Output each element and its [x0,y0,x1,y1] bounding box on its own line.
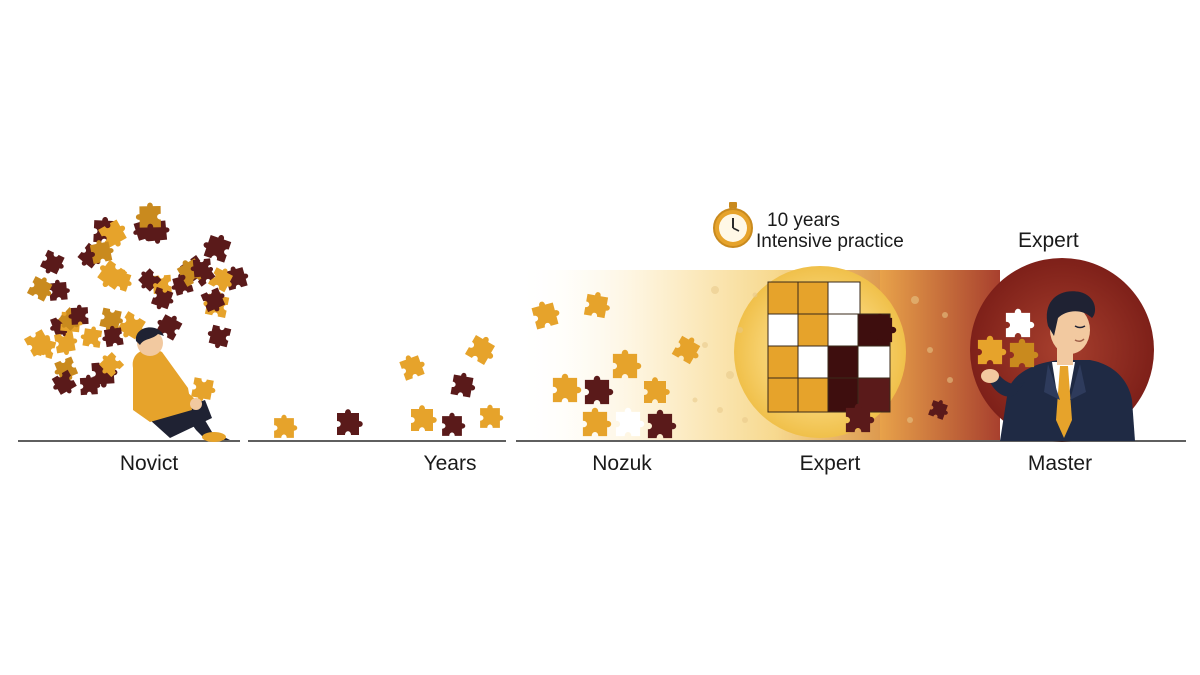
puzzle-piece [767,281,801,317]
master-person [981,291,1135,441]
puzzle-piece [337,409,363,435]
sparkle-dots [692,286,953,423]
puzzle-piece [797,377,831,413]
puzzle-piece [615,407,645,437]
master-title-label: Expert [1018,229,1079,252]
puzzle-piece [38,249,68,279]
puzzle-piece [442,412,466,436]
puzzle-piece [857,345,891,381]
puzzle-piece [845,403,875,433]
puzzle-piece [464,331,501,367]
puzzle-piece [54,331,80,357]
puzzle-piece [411,405,437,431]
puzzle-piece [827,345,861,381]
puzzle-piece [827,377,861,413]
puzzle-piece [797,345,831,381]
puzzle-piece [827,313,861,349]
years-pieces [274,331,504,438]
stage-label-novice: Novict [119,452,179,475]
puzzle-piece [797,313,831,349]
puzzle-piece [867,313,897,343]
puzzle-piece [827,281,861,317]
puzzle-piece [200,230,233,263]
puzzle-piece [480,404,504,428]
puzzle-piece [274,414,298,438]
novice-person [132,327,230,442]
stopwatch-icon [713,202,753,248]
puzzle-piece [767,313,801,349]
stage-label-years: Years [423,452,477,475]
practice-years-label: 10 years [767,210,840,231]
stage-label-expert: Expert [799,452,861,475]
puzzle-piece [100,324,124,348]
expert-assembled-puzzle [767,281,952,433]
puzzle-piece [977,335,1007,365]
puzzle-piece [79,324,103,348]
stage-label-master: Master [1027,452,1093,475]
puzzle-piece [398,350,428,381]
puzzle-piece [1009,338,1039,368]
puzzle-piece [584,375,614,405]
puzzle-piece [612,349,642,379]
puzzle-piece [582,407,612,437]
practice-detail-label: Intensive practice [756,231,904,252]
puzzle-piece [644,377,670,403]
puzzle-piece [857,377,891,413]
stage-label-nozuk: Nozuk [592,452,652,475]
puzzle-piece [647,409,677,439]
puzzle-piece [450,371,478,399]
puzzle-piece [552,373,582,403]
puzzle-piece [767,377,801,413]
puzzle-piece [48,278,71,301]
puzzle-piece [204,323,232,351]
puzzle-piece [797,281,831,317]
puzzle-piece [767,345,801,381]
puzzle-piece [1005,308,1035,338]
